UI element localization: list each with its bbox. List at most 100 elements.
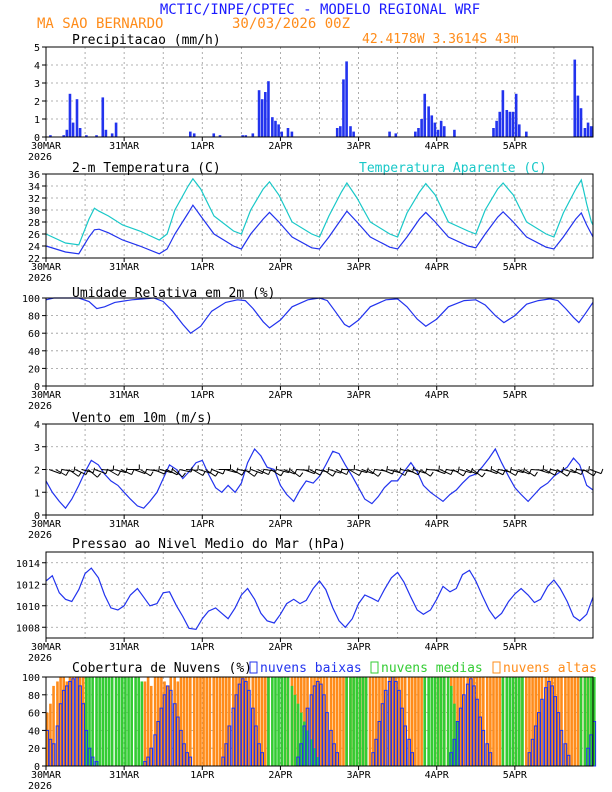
bar <box>283 677 287 766</box>
wind-barb-flag <box>346 469 350 475</box>
bar <box>417 677 420 766</box>
x-tick-label: 5APR <box>503 262 528 273</box>
x-tick-label: 3APR <box>347 262 372 273</box>
x-tick-label: 4APR <box>425 770 450 781</box>
bar <box>469 677 473 766</box>
panel-humidity: 0 20 40 60 80 100 30MAR 31MAR 1APR 2APR 3APR 4APR 5A… <box>22 294 594 412</box>
x-tick-label: 1APR <box>190 141 215 152</box>
wind-barb <box>140 469 151 477</box>
bar <box>286 128 290 137</box>
wind-barb-flag <box>280 471 284 477</box>
bar <box>349 677 352 766</box>
bar <box>313 748 316 766</box>
wind-barb <box>439 469 452 476</box>
bar <box>579 677 583 766</box>
bar <box>59 677 62 766</box>
wind-barb <box>589 469 602 475</box>
bar <box>449 685 453 766</box>
bar <box>442 677 446 766</box>
wind-barb <box>420 469 431 477</box>
bar <box>430 115 434 137</box>
y-tick-label: 4 <box>34 61 40 72</box>
bar <box>388 677 391 766</box>
bar <box>540 677 544 766</box>
bar <box>589 677 593 766</box>
wind-barb <box>166 469 178 476</box>
bar <box>166 685 169 766</box>
wind-barb-flag <box>444 468 447 474</box>
bar <box>274 677 277 766</box>
y-tick-label: 24 <box>28 242 40 253</box>
bar <box>290 685 294 766</box>
wind-barb <box>107 469 119 476</box>
wind-barb <box>179 469 192 473</box>
y-tick-label: 3 <box>34 443 40 454</box>
bar <box>427 106 430 137</box>
bar <box>192 677 196 766</box>
wind-barb-flag <box>554 470 558 476</box>
header-datetime: 30/03/2026 00Z <box>232 16 350 32</box>
bar <box>310 677 313 766</box>
bar <box>212 133 216 137</box>
bar <box>46 712 49 766</box>
bar <box>290 131 294 137</box>
bar <box>91 677 94 766</box>
wind-barb-flag <box>150 471 154 477</box>
bar <box>361 677 365 766</box>
wind-barb <box>407 469 419 476</box>
bar <box>271 677 274 766</box>
y-tick-label: 20 <box>28 744 40 755</box>
bar <box>49 135 52 137</box>
bar <box>286 677 290 766</box>
x-tick-label: 4APR <box>425 519 450 530</box>
bar <box>374 677 378 766</box>
bar <box>352 677 355 766</box>
wind-barb <box>361 469 374 475</box>
x-tick-label: 4APR <box>425 390 450 401</box>
y-tick-label: 2 <box>34 466 40 477</box>
y-tick-label: 1012 <box>16 580 40 591</box>
x-tick-label: 31MAR <box>109 141 140 152</box>
bar <box>495 677 498 766</box>
wind-barb-flag <box>117 470 122 476</box>
plot-frame <box>45 173 594 259</box>
bar <box>110 677 114 766</box>
bar <box>433 677 437 766</box>
wind-barb-flag <box>481 472 486 478</box>
wind-barb <box>264 469 277 472</box>
bar <box>489 677 492 766</box>
y-tick-label: 1008 <box>16 623 40 634</box>
wind-barb <box>231 469 243 476</box>
wind-barb <box>570 469 582 476</box>
x-tick-label: 30MAR <box>31 262 62 273</box>
wind-barb-flag <box>332 471 336 477</box>
x-tick-label: 31MAR <box>109 390 140 401</box>
wind-barb <box>55 469 67 476</box>
bar <box>495 120 498 137</box>
x-year-label: 2026 <box>28 530 52 541</box>
x-tick-label: 30MAR <box>31 642 62 653</box>
bar <box>446 677 450 766</box>
bar <box>514 93 518 137</box>
bar <box>280 677 284 766</box>
wind-barb <box>329 469 341 474</box>
bar <box>176 681 180 766</box>
bar <box>247 677 251 766</box>
x-tick-label: 30MAR <box>31 519 62 530</box>
wind-barb <box>563 469 576 474</box>
wind-barb <box>153 469 165 475</box>
wind-barb-flag <box>97 473 102 478</box>
bar <box>78 128 82 137</box>
wind-barb <box>211 469 224 475</box>
bar <box>104 677 108 766</box>
x-year-label: 2026 <box>28 653 52 664</box>
bar <box>342 79 345 137</box>
legend-box-low-clouds <box>249 661 258 674</box>
bar <box>394 677 398 766</box>
x-tick-label: 5APR <box>503 141 528 152</box>
wind-barb <box>491 469 504 476</box>
bar <box>192 133 196 137</box>
y-tick-label: 1014 <box>16 559 40 570</box>
wind-barb-flag <box>588 466 590 472</box>
x-year-label: 2026 <box>28 152 52 163</box>
